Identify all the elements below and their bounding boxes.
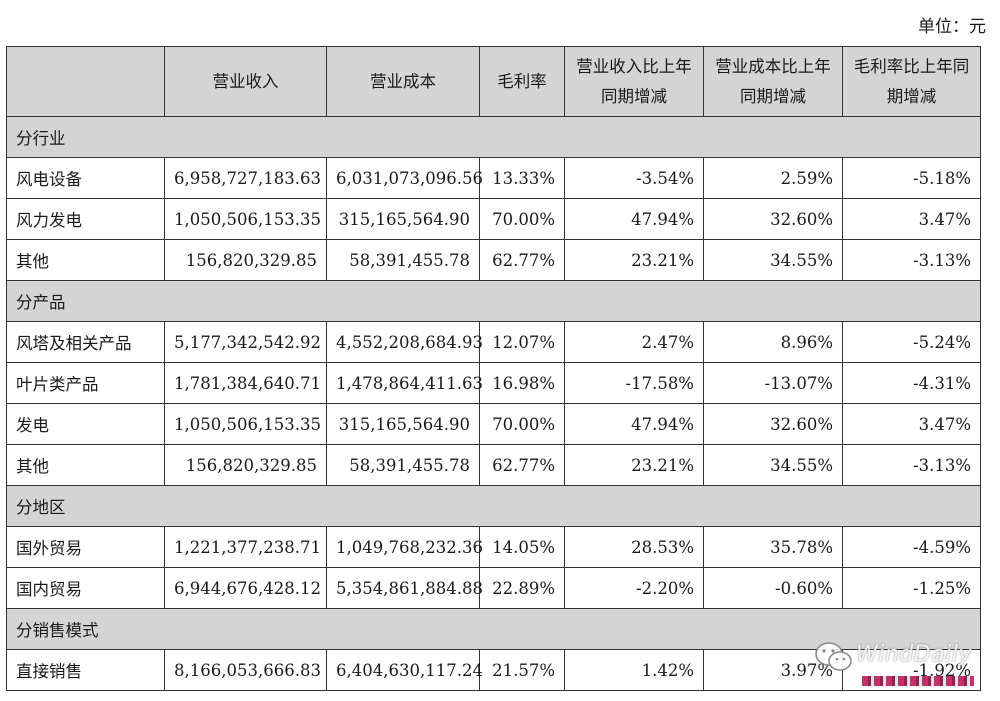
table-cell: 28.53% bbox=[564, 526, 704, 568]
row-label: 直接销售 bbox=[6, 649, 165, 691]
section-title: 分销售模式 bbox=[6, 608, 981, 650]
table-cell: 2.59% bbox=[703, 157, 843, 199]
table-cell: 62.77% bbox=[479, 239, 565, 281]
table-cell: 12.07% bbox=[479, 321, 565, 363]
table-cell: -5.18% bbox=[842, 157, 981, 199]
table-cell: 22.89% bbox=[479, 567, 565, 609]
column-header: 营业成本比上年同期增减 bbox=[703, 46, 843, 117]
financial-table: 营业收入 营业成本 毛利率 营业收入比上年同期增减 营业成本比上年同期增减 毛利率比上年同… bbox=[6, 46, 981, 691]
table-cell: -17.58% bbox=[564, 362, 704, 404]
table-header-row: 营业收入 营业成本 毛利率 营业收入比上年同期增减 营业成本比上年同期增减 毛利率比上年同… bbox=[6, 46, 981, 117]
table-row: 风塔及相关产品 5,177,342,542.92 4,552,208,684.93 1… bbox=[6, 321, 981, 363]
table-cell: -3.13% bbox=[842, 444, 981, 486]
column-header: 营业成本 bbox=[326, 46, 480, 117]
table-cell: 70.00% bbox=[479, 403, 565, 445]
row-label: 国内贸易 bbox=[6, 567, 165, 609]
table-cell: 6,958,727,183.63 bbox=[164, 157, 327, 199]
table-cell: 1,478,864,411.63 bbox=[326, 362, 483, 404]
table-cell: 156,820,329.85 bbox=[164, 239, 327, 281]
table-cell: 47.94% bbox=[564, 198, 704, 240]
table-cell: 1.42% bbox=[564, 649, 704, 691]
table-row: 风电设备 6,958,727,183.63 6,031,073,096.56 13.3… bbox=[6, 157, 981, 199]
section-row: 分地区 bbox=[6, 485, 981, 527]
table-row: 发电 1,050,506,153.35 315,165,564.90 70.00% 47… bbox=[6, 403, 981, 445]
table-cell: -4.59% bbox=[842, 526, 981, 568]
column-header: 营业收入比上年同期增减 bbox=[564, 46, 704, 117]
table-cell: 5,354,861,884.88 bbox=[326, 567, 483, 609]
table-row: 国外贸易 1,221,377,238.71 1,049,768,232.36 14.0… bbox=[6, 526, 981, 568]
table-row: 其他 156,820,329.85 58,391,455.78 62.77% 23.21… bbox=[6, 444, 981, 486]
section-row: 分行业 bbox=[6, 116, 981, 158]
table-row: 直接销售 8,166,053,666.83 6,404,630,117.24 21.5… bbox=[6, 649, 981, 691]
table-cell: 156,820,329.85 bbox=[164, 444, 327, 486]
table-row: 国内贸易 6,944,676,428.12 5,354,861,884.88 22.8… bbox=[6, 567, 981, 609]
table-cell: -3.54% bbox=[564, 157, 704, 199]
table-cell: 5,177,342,542.92 bbox=[164, 321, 327, 363]
table-cell: 4,552,208,684.93 bbox=[326, 321, 483, 363]
table-cell: 315,165,564.90 bbox=[326, 198, 480, 240]
section-title: 分地区 bbox=[6, 485, 981, 527]
unit-label: 单位：元 bbox=[918, 17, 986, 37]
table-cell: 3.97% bbox=[703, 649, 843, 691]
table-cell: 35.78% bbox=[703, 526, 843, 568]
table-cell: 315,165,564.90 bbox=[326, 403, 480, 445]
table-cell: 8,166,053,666.83 bbox=[164, 649, 327, 691]
header-blank-cell bbox=[6, 46, 165, 117]
table-cell: 16.98% bbox=[479, 362, 565, 404]
table-cell: 21.57% bbox=[479, 649, 565, 691]
row-label: 国外贸易 bbox=[6, 526, 165, 568]
table-cell: 32.60% bbox=[703, 403, 843, 445]
table-cell: 1,781,384,640.71 bbox=[164, 362, 327, 404]
table-cell: -1.25% bbox=[842, 567, 981, 609]
row-label: 发电 bbox=[6, 403, 165, 445]
table-cell: 23.21% bbox=[564, 239, 704, 281]
table-cell: -3.13% bbox=[842, 239, 981, 281]
table-cell: -4.31% bbox=[842, 362, 981, 404]
table-cell: 58,391,455.78 bbox=[326, 444, 480, 486]
table-row: 风力发电 1,050,506,153.35 315,165,564.90 70.00%… bbox=[6, 198, 981, 240]
row-label: 其他 bbox=[6, 444, 165, 486]
table-cell: 3.47% bbox=[842, 403, 981, 445]
table-cell: -5.24% bbox=[842, 321, 981, 363]
table-cell: 6,031,073,096.56 bbox=[326, 157, 483, 199]
table-row: 叶片类产品 1,781,384,640.71 1,478,864,411.63 16.… bbox=[6, 362, 981, 404]
table-cell: 1,050,506,153.35 bbox=[164, 198, 327, 240]
table-body: 分行业 风电设备 6,958,727,183.63 6,031,073,096.56 1… bbox=[6, 116, 981, 691]
table-cell: 6,944,676,428.12 bbox=[164, 567, 327, 609]
table-cell: 13.33% bbox=[479, 157, 565, 199]
section-row: 分产品 bbox=[6, 280, 981, 322]
table-cell: 1,050,506,153.35 bbox=[164, 403, 327, 445]
row-label: 其他 bbox=[6, 239, 165, 281]
table-cell: 23.21% bbox=[564, 444, 704, 486]
table-cell: 70.00% bbox=[479, 198, 565, 240]
table-cell: -13.07% bbox=[703, 362, 843, 404]
table-cell: -2.20% bbox=[564, 567, 704, 609]
column-header: 营业收入 bbox=[164, 46, 327, 117]
row-label: 叶片类产品 bbox=[6, 362, 165, 404]
table-cell: 1,049,768,232.36 bbox=[326, 526, 483, 568]
table-cell: 1,221,377,238.71 bbox=[164, 526, 327, 568]
table-cell: -0.60% bbox=[703, 567, 843, 609]
row-label: 风塔及相关产品 bbox=[6, 321, 165, 363]
section-row: 分销售模式 bbox=[6, 608, 981, 650]
table-row: 其他 156,820,329.85 58,391,455.78 62.77% 23.21… bbox=[6, 239, 981, 281]
table-cell: 2.47% bbox=[564, 321, 704, 363]
table-cell: 34.55% bbox=[703, 239, 843, 281]
table-cell: 8.96% bbox=[703, 321, 843, 363]
row-label: 风电设备 bbox=[6, 157, 165, 199]
row-label: 风力发电 bbox=[6, 198, 165, 240]
table-cell: 6,404,630,117.24 bbox=[326, 649, 483, 691]
table-cell: 47.94% bbox=[564, 403, 704, 445]
column-header: 毛利率 bbox=[479, 46, 565, 117]
table-cell: 3.47% bbox=[842, 198, 981, 240]
section-title: 分行业 bbox=[6, 116, 981, 158]
table-cell: 14.05% bbox=[479, 526, 565, 568]
table-cell: 58,391,455.78 bbox=[326, 239, 480, 281]
section-title: 分产品 bbox=[6, 280, 981, 322]
column-header: 毛利率比上年同期增减 bbox=[842, 46, 981, 117]
table-cell: -1.92% bbox=[842, 649, 981, 691]
table-cell: 62.77% bbox=[479, 444, 565, 486]
table-cell: 34.55% bbox=[703, 444, 843, 486]
table-cell: 32.60% bbox=[703, 198, 843, 240]
